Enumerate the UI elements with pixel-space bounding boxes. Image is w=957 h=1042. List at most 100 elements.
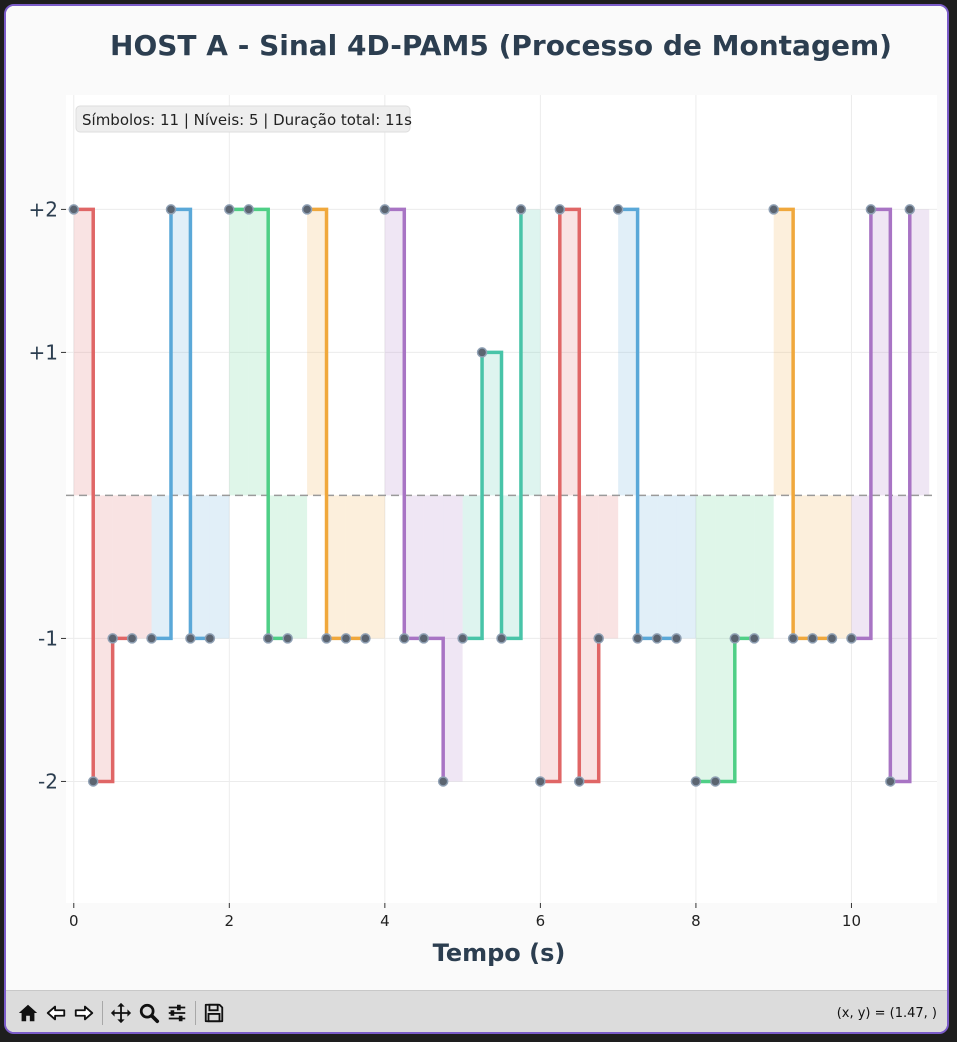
symbol-2-fill <box>170 209 191 496</box>
symbol-5-point[interactable] <box>399 633 410 644</box>
symbol-8-fill <box>657 495 677 639</box>
symbol-11-fill <box>870 209 891 496</box>
symbol-4-point[interactable] <box>301 204 313 215</box>
symbol-3-fill <box>248 209 269 496</box>
symbol-1-point[interactable] <box>87 776 99 787</box>
symbol-4-point[interactable] <box>321 633 332 644</box>
x-tick-label: 6 <box>536 912 546 930</box>
symbol-10-point[interactable] <box>768 204 779 215</box>
symbol-6-point[interactable] <box>515 204 527 215</box>
home-button[interactable] <box>14 998 42 1028</box>
symbol-11-fill <box>890 495 910 782</box>
symbol-6-point[interactable] <box>496 633 507 644</box>
chart-title: HOST A - Sinal 4D-PAM5 (Processo de Mont… <box>110 29 892 62</box>
symbol-9-point[interactable] <box>690 776 702 787</box>
symbol-10-point[interactable] <box>807 633 818 644</box>
back-button[interactable] <box>42 998 70 1028</box>
x-tick-label: 0 <box>69 912 79 930</box>
symbol-2-point[interactable] <box>204 633 216 644</box>
symbol-9-fill <box>695 495 716 782</box>
symbol-9-point[interactable] <box>748 633 760 644</box>
symbol-7-point[interactable] <box>535 776 546 787</box>
home-icon <box>18 1004 38 1022</box>
y-tick-label: -2 <box>38 769 58 793</box>
symbol-7-fill <box>540 495 560 782</box>
symbol-1-fill <box>132 495 152 639</box>
symbol-5-point[interactable] <box>418 633 429 644</box>
symbol-8-point[interactable] <box>651 633 663 644</box>
symbol-5-fill <box>384 209 405 496</box>
symbol-3-point[interactable] <box>282 633 293 644</box>
symbol-3-point[interactable] <box>224 204 235 215</box>
figure-canvas: HOST A - Sinal 4D-PAM5 (Processo de Mont… <box>6 6 947 990</box>
plot-area[interactable]: 0 2 4 6 8 10 +2 +1 -1 -2 <box>29 95 937 930</box>
symbol-11-fill <box>909 209 930 496</box>
symbol-4-fill <box>326 495 346 639</box>
symbol-9-point[interactable] <box>710 776 721 787</box>
symbol-5-point[interactable] <box>379 204 391 215</box>
y-tick-label: -1 <box>38 626 58 650</box>
configure-icon <box>168 1004 186 1022</box>
zoom-button[interactable] <box>135 998 163 1028</box>
navigation-toolbar: (x, y) = (1.47, ) <box>6 990 947 1032</box>
back-icon <box>46 1005 66 1021</box>
symbol-8-point[interactable] <box>671 633 682 644</box>
symbol-9-fill <box>715 495 735 782</box>
symbol-10-point[interactable] <box>787 633 799 644</box>
symbol-3-point[interactable] <box>243 204 255 215</box>
configure-subplots-button[interactable] <box>163 998 191 1028</box>
symbol-1-fill <box>73 209 94 496</box>
symbol-11-point[interactable] <box>885 776 896 787</box>
symbol-2-point[interactable] <box>165 204 177 215</box>
symbol-1-point[interactable] <box>68 204 80 215</box>
symbol-6-fill <box>462 495 483 639</box>
symbol-6-line[interactable] <box>462 209 523 641</box>
symbol-3-line[interactable] <box>229 207 288 641</box>
symbol-2-fill <box>190 495 210 639</box>
symbol-8-fill <box>637 495 658 639</box>
pan-button[interactable] <box>107 998 135 1028</box>
info-box: Símbolos: 11 | Níveis: 5 | Duração total… <box>75 105 412 133</box>
symbol-1-point[interactable] <box>107 633 118 644</box>
symbol-7-point[interactable] <box>574 776 585 787</box>
symbol-3-fill <box>268 495 288 639</box>
symbol-1-fill <box>112 495 133 639</box>
symbol-9-fill <box>754 495 774 639</box>
symbol-8-point[interactable] <box>612 204 624 215</box>
symbol-7-fill <box>598 495 619 639</box>
symbol-1-point[interactable] <box>126 633 138 644</box>
symbol-3-fill <box>229 209 249 496</box>
symbol-3-point[interactable] <box>262 633 274 644</box>
x-tick-label: 10 <box>842 912 861 930</box>
symbol-5-fill <box>423 495 444 639</box>
symbol-2-point[interactable] <box>185 633 196 644</box>
symbol-8-point[interactable] <box>632 633 643 644</box>
symbol-6-fill <box>520 209 541 496</box>
symbol-2-point[interactable] <box>146 633 157 644</box>
symbol-11-line[interactable] <box>851 207 912 784</box>
symbol-7-point[interactable] <box>554 204 566 215</box>
symbol-11-point[interactable] <box>904 204 916 215</box>
symbol-7-point[interactable] <box>593 633 604 644</box>
save-button[interactable] <box>200 998 228 1028</box>
symbol-11-point[interactable] <box>846 633 857 644</box>
info-box-frame <box>75 105 411 133</box>
toolbar-separator <box>102 1001 103 1025</box>
symbol-4-point[interactable] <box>340 633 352 644</box>
symbol-1-fill <box>93 495 113 782</box>
forward-button[interactable] <box>70 998 98 1028</box>
symbol-5-line[interactable] <box>384 207 445 782</box>
symbol-11-fill <box>851 495 871 639</box>
symbol-6-point[interactable] <box>457 633 468 644</box>
symbol-2-fill <box>209 495 230 639</box>
symbol-7-line[interactable] <box>540 207 601 784</box>
symbol-9-line[interactable] <box>695 636 755 784</box>
symbol-10-point[interactable] <box>826 633 838 644</box>
symbol-11-point[interactable] <box>865 204 877 215</box>
symbol-6-point[interactable] <box>476 347 488 358</box>
symbol-5-point[interactable] <box>437 776 449 787</box>
x-tick-label: 2 <box>225 912 235 930</box>
symbol-4-point[interactable] <box>360 633 371 644</box>
symbol-9-point[interactable] <box>729 633 741 644</box>
symbol-3-fill <box>287 495 308 639</box>
